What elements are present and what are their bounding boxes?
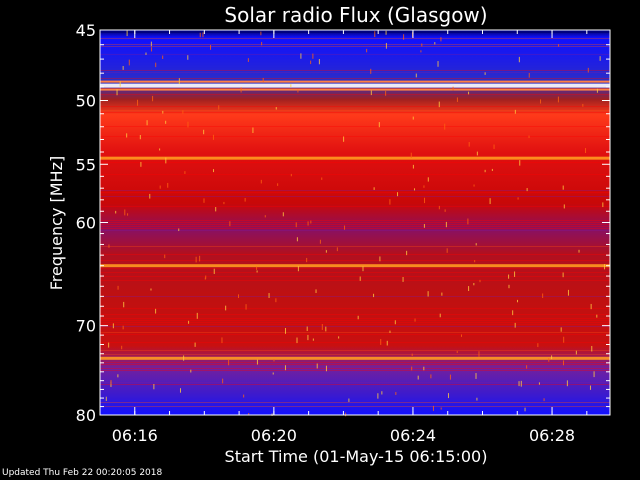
y-tick-label: 45 [76,21,96,40]
spectrogram-background [100,30,610,415]
y-tick-label: 70 [76,317,96,336]
chart-title: Solar radio Flux (Glasgow) [224,3,487,27]
x-tick-label: 06:20 [251,426,297,445]
x-axis-label: Start Time (01-May-15 06:15:00) [225,447,488,466]
y-tick-label: 50 [76,92,96,111]
y-tick-label: 80 [76,406,96,425]
x-tick-label: 06:24 [390,426,436,445]
y-axis-label: Frequency [MHz] [47,156,66,290]
band-3 [100,356,610,360]
y-tick-label: 55 [76,155,96,174]
x-tick-label: 06:16 [112,426,158,445]
band-0 [100,83,610,88]
updated-timestamp: Updated Thu Feb 22 00:20:05 2018 [2,468,163,478]
spectrogram-speckles [105,30,606,417]
x-tick-label: 06:28 [529,426,575,445]
spectrogram-stripes [100,30,610,407]
plot-area [100,30,610,417]
y-axis: 45 50 55 60 70 80 [76,21,610,425]
x-axis: 06:16 06:20 06:24 06:28 [112,30,588,445]
band-2 [100,264,610,268]
band-1 [100,156,610,160]
y-tick-label: 60 [76,214,96,233]
